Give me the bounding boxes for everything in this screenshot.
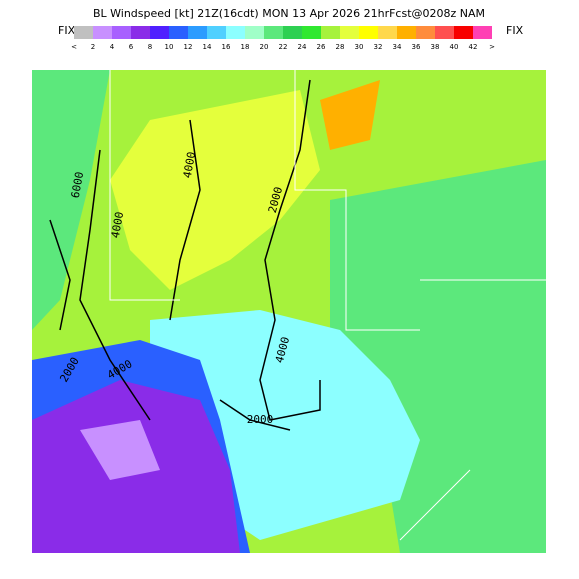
scale-label: 6 bbox=[129, 43, 134, 51]
scale-label: 42 bbox=[469, 43, 478, 51]
contour-label: 2000 bbox=[247, 413, 274, 426]
contour-lines bbox=[49, 79, 321, 431]
scale-label: 34 bbox=[393, 43, 402, 51]
scale-swatch bbox=[283, 26, 302, 39]
scale-label: 40 bbox=[450, 43, 459, 51]
scale-label: 30 bbox=[355, 43, 364, 51]
field bbox=[110, 90, 320, 290]
scale-label: 2 bbox=[91, 43, 95, 51]
field bbox=[80, 420, 160, 480]
scale-swatch bbox=[74, 26, 93, 39]
scale-label: 38 bbox=[431, 43, 440, 51]
scale-swatch bbox=[226, 26, 245, 39]
scale-swatch bbox=[264, 26, 283, 39]
borders bbox=[109, 70, 546, 541]
scale-label: 28 bbox=[336, 43, 345, 51]
scale-label: 10 bbox=[165, 43, 174, 51]
scale-swatch bbox=[416, 26, 435, 39]
scale-label: 26 bbox=[317, 43, 326, 51]
field bbox=[32, 70, 110, 330]
scale-swatch bbox=[302, 26, 321, 39]
color-scale: <2 4 6 8 10 12 14 16 18 20 22 24 26 28 30 32 34 36 38 40 42 > bbox=[71, 26, 495, 51]
scale-swatch bbox=[359, 26, 378, 39]
scale-swatch bbox=[150, 26, 169, 39]
field bbox=[320, 80, 380, 150]
scale-swatch bbox=[473, 26, 492, 39]
contour-label: 4000 bbox=[181, 151, 198, 179]
scale-swatch bbox=[378, 26, 397, 39]
scale-swatch bbox=[93, 26, 112, 39]
scale-swatch bbox=[435, 26, 454, 39]
scale-label: 20 bbox=[260, 43, 269, 51]
scale-swatch bbox=[131, 26, 150, 39]
scale-swatch bbox=[454, 26, 473, 39]
field bbox=[330, 160, 546, 553]
scale-label: 8 bbox=[148, 43, 152, 51]
map bbox=[32, 70, 546, 553]
fix-right: FIX bbox=[506, 24, 524, 37]
scale-swatch bbox=[112, 26, 131, 39]
scale-label: 36 bbox=[412, 43, 421, 51]
scale-label: 16 bbox=[222, 43, 231, 51]
scale-swatch bbox=[321, 26, 340, 39]
contour-label: 4000 bbox=[109, 211, 126, 239]
scale-swatch bbox=[340, 26, 359, 39]
scale-label: 14 bbox=[203, 43, 212, 51]
scale-swatch bbox=[207, 26, 226, 39]
scale-label: < bbox=[71, 43, 77, 51]
scale-swatch bbox=[397, 26, 416, 39]
scale-swatch bbox=[188, 26, 207, 39]
scale-label: 12 bbox=[184, 43, 193, 51]
scale-label: 4 bbox=[110, 43, 115, 51]
scale-label: 18 bbox=[241, 43, 250, 51]
scale-swatch bbox=[245, 26, 264, 39]
scale-swatch bbox=[169, 26, 188, 39]
scale-label: 32 bbox=[374, 43, 383, 51]
scale-label: > bbox=[489, 43, 495, 51]
scale-label: 24 bbox=[298, 43, 307, 51]
scale-label: 22 bbox=[279, 43, 288, 51]
title: BL Windspeed [kt] 21Z(16cdt) MON 13 Apr … bbox=[93, 7, 485, 20]
contour-label: 6000 bbox=[69, 171, 86, 199]
fix-left: FIX bbox=[58, 24, 76, 37]
